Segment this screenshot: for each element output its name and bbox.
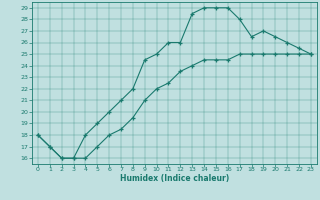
X-axis label: Humidex (Indice chaleur): Humidex (Indice chaleur) (120, 174, 229, 183)
